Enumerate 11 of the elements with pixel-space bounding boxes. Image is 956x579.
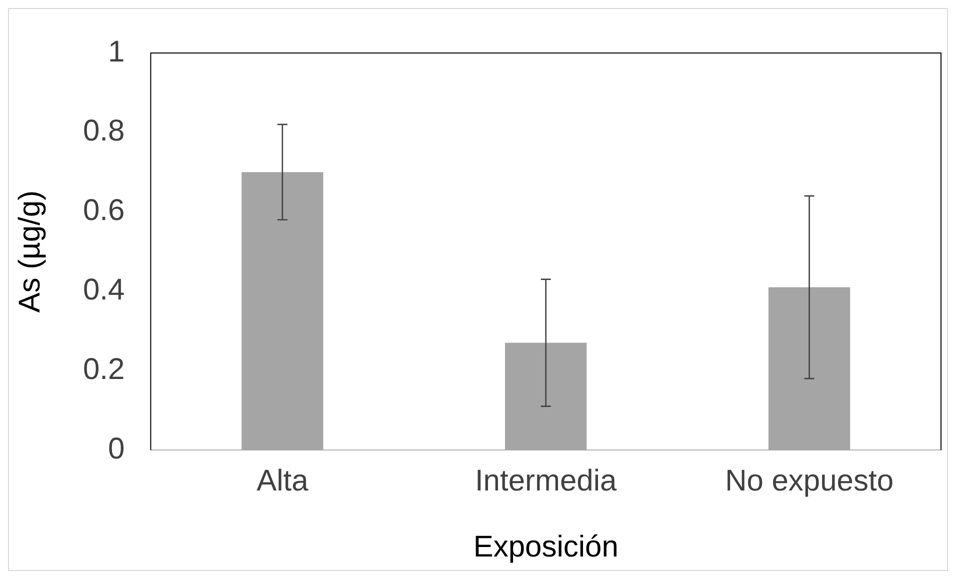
y-tick-label: 0.6	[82, 194, 125, 228]
x-tick-label: No expuesto	[725, 464, 894, 498]
x-axis-title: Exposición	[473, 530, 618, 564]
y-tick-label: 1	[108, 35, 125, 68]
y-tick-label: 0.4	[82, 273, 125, 306]
x-tick-label: Intermedia	[474, 464, 618, 498]
y-axis-title: As (µg/g)	[13, 190, 46, 313]
x-tick-label: Alta	[256, 464, 309, 498]
y-tick-label: 0.8	[82, 114, 125, 148]
y-tick-label: 0	[108, 432, 125, 466]
y-tick-label: 0.2	[82, 352, 125, 386]
